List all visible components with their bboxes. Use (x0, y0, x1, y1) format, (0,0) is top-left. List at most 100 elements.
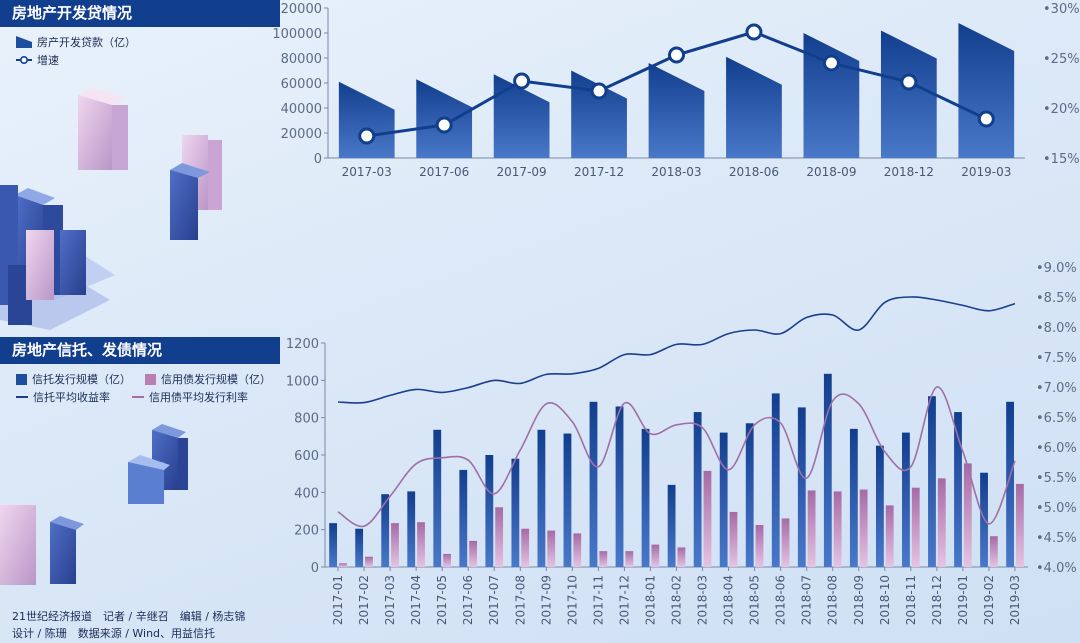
trust-bar (875, 445, 884, 567)
y2-tick-label: •8.5% (1036, 291, 1077, 306)
bond-bar (469, 540, 478, 567)
y-tick-label: 600 (294, 449, 319, 464)
x-tick-label: 2018-03 (696, 575, 710, 625)
trust-bar (589, 401, 598, 567)
x-tick-label: 2018-02 (670, 575, 684, 625)
bond-bar (365, 556, 373, 567)
bond-bar-swatch-icon (145, 373, 156, 385)
y-tick-label: 100000 (272, 27, 322, 42)
trust-bar (745, 423, 754, 567)
y-tick-label: 20000 (281, 127, 322, 142)
bond-bar (937, 478, 946, 567)
x-tick-label: 2017-09 (539, 575, 553, 625)
bond-bar (677, 547, 686, 567)
development-loan-chart: 0 20000 40000 60000 80000 100000 120000 •15% •20… (272, 2, 1079, 179)
x-tick-label: 2017-09 (497, 165, 547, 179)
y2-tick-label: •9.0% (1036, 261, 1077, 276)
x-tick-label: 2017-10 (565, 575, 579, 625)
loan-swatch-icon (16, 36, 32, 48)
trust-bar (797, 407, 806, 567)
growth-point (513, 72, 531, 90)
building-illustration (0, 88, 222, 585)
growth-point (435, 116, 453, 134)
bond-bar (547, 530, 556, 567)
y2-tick-label: •8.0% (1036, 321, 1077, 336)
growth-point (900, 73, 918, 91)
bond-bar (781, 518, 790, 567)
x-tick-label: 2017-02 (357, 575, 371, 625)
loan-bar (571, 70, 627, 158)
y2-tick-label: •7.5% (1036, 351, 1077, 366)
loan-bar (958, 23, 1015, 158)
trust-bar (433, 429, 442, 567)
y2-tick-label: •7.0% (1036, 381, 1077, 396)
trust-bar (615, 406, 624, 567)
legend-item-growth: 增速 (16, 51, 136, 69)
y2-tick-label: •4.5% (1036, 531, 1077, 546)
bond-bar (833, 491, 842, 567)
loan-bar (338, 81, 395, 158)
legend-label-bond: 信用债发行规模（亿） (161, 373, 271, 386)
bond-bar (755, 525, 764, 567)
x-tick-label: 2018-11 (904, 575, 918, 625)
bond-bar (573, 533, 582, 567)
bond-bar (521, 528, 530, 567)
x-tick-label: 2018-04 (722, 575, 736, 625)
legend-label-trust-yield: 信托平均收益率 (33, 391, 110, 404)
y-tick-label: 1200 (286, 337, 319, 352)
bond-bar (807, 490, 816, 567)
loan-bar (648, 63, 705, 158)
trust-bar (928, 396, 936, 567)
panel2-legend: 信托发行规模（亿） 信用债发行规模（亿） 信托平均收益率 信用债平均发行利率 (16, 370, 271, 406)
trust-bar (667, 484, 676, 567)
x-tick-label: 2017-06 (419, 165, 469, 179)
bond-bar (391, 523, 399, 567)
x-tick-label: 2018-07 (800, 575, 814, 625)
y-tick-label: 60000 (281, 77, 322, 92)
y-tick-label: 800 (294, 412, 319, 427)
trust-line-swatch-icon (16, 396, 28, 398)
y2-tick-label: •5.0% (1036, 501, 1077, 516)
x-tick-label: 2017-05 (435, 575, 449, 625)
x-tick-label: 2019-01 (956, 575, 970, 625)
trust-yield-line (337, 296, 1016, 404)
y2-tick-label: •6.5% (1036, 411, 1077, 426)
x-tick-label: 2017-06 (461, 575, 475, 625)
y-tick-label: 120000 (272, 2, 322, 17)
y-tick-label: 400 (294, 486, 319, 501)
bond-bar (625, 551, 634, 567)
bond-bar (651, 544, 660, 567)
trust-bond-chart: 0 200 400 600 800 1000 1200 •4.0% •4.5% •5.0% •5.5… (286, 261, 1077, 625)
x-tick-label: 2017-04 (409, 575, 423, 625)
x-tick-label: 2017-12 (617, 575, 631, 625)
x-tick-label: 2017-08 (513, 575, 527, 625)
y2-tick-label: •4.0% (1036, 561, 1077, 576)
panel1-title: 房地产开发贷情况 (0, 0, 280, 27)
x-tick-label: 2017-07 (487, 575, 501, 625)
bond-bar (911, 487, 920, 567)
bond-bar (859, 489, 868, 567)
trust-bar (771, 393, 780, 567)
bond-bar (443, 553, 451, 567)
x-tick-label: 2018-09 (852, 575, 866, 625)
loan-bar (493, 74, 550, 158)
x-tick-label: 2018-10 (878, 575, 892, 625)
y-tick-label: 1000 (286, 374, 319, 389)
bond-line-swatch-icon (132, 396, 144, 398)
bond-bar (885, 505, 894, 567)
x-tick-label: 2018-12 (930, 575, 944, 625)
bond-bar (729, 511, 738, 567)
trust-bar (563, 433, 572, 567)
trust-bar (641, 428, 650, 567)
panel2-title: 房地产信托、发债情况 (0, 337, 280, 364)
trust-bar (329, 523, 338, 567)
x-tick-label: 2017-12 (574, 165, 624, 179)
loan-bar (726, 56, 782, 158)
growth-point (822, 54, 840, 72)
legend-label-growth: 增速 (37, 54, 59, 67)
trust-bar (355, 528, 364, 567)
x-tick-label: 2018-06 (729, 165, 779, 179)
loan-bar (803, 33, 860, 158)
legend-row-lines: 信托平均收益率 信用债平均发行利率 (16, 388, 271, 406)
